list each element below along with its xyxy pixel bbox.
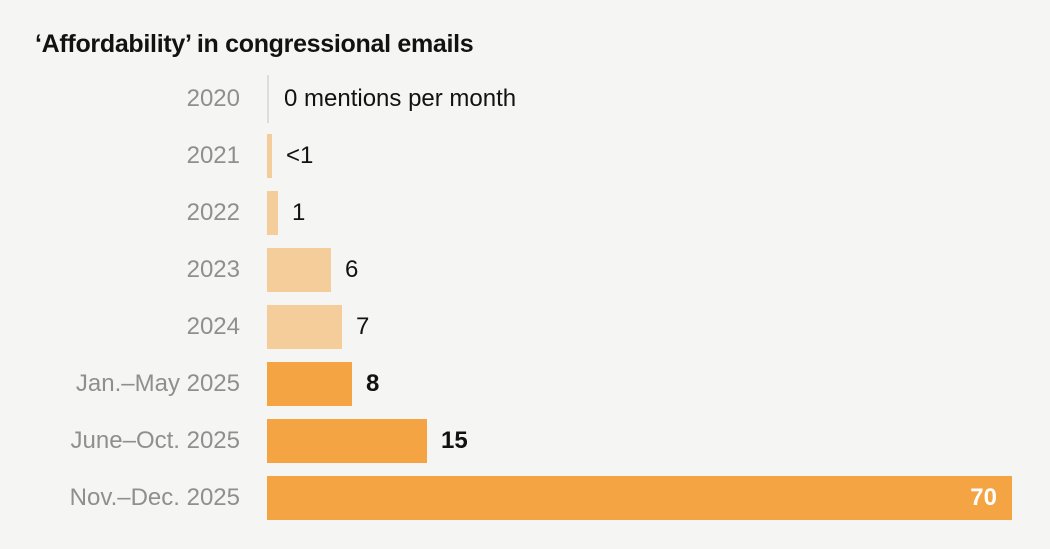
chart-row: 2022 1 bbox=[0, 184, 1050, 241]
bar bbox=[267, 304, 342, 349]
zero-baseline-tick bbox=[267, 74, 269, 123]
row-plot-area: 70 bbox=[267, 469, 1050, 526]
row-plot-area: <1 bbox=[267, 127, 1050, 184]
row-label: 2021 bbox=[186, 141, 240, 169]
chart-row: 2023 6 bbox=[0, 241, 1050, 298]
row-label: Nov.–Dec. 2025 bbox=[69, 483, 240, 511]
chart-row: Jan.–May 2025 8 bbox=[0, 355, 1050, 412]
row-label: 2024 bbox=[186, 312, 240, 340]
value-label: 6 bbox=[345, 255, 359, 283]
value-label: <1 bbox=[286, 141, 314, 169]
value-label: 70 bbox=[970, 483, 997, 511]
row-plot-area: 7 bbox=[267, 298, 1050, 355]
chart-title: ‘Affordability’ in congressional emails bbox=[35, 30, 474, 58]
chart-row: 2020 0 mentions per month bbox=[0, 70, 1050, 127]
row-label: Jan.–May 2025 bbox=[75, 369, 240, 397]
value-label: 7 bbox=[356, 312, 370, 340]
row-plot-area: 0 mentions per month bbox=[267, 70, 1050, 127]
chart-row: 2024 7 bbox=[0, 298, 1050, 355]
bar bbox=[267, 361, 352, 406]
bar bbox=[267, 190, 278, 235]
row-plot-area: 8 bbox=[267, 355, 1050, 412]
chart-row: June–Oct. 2025 15 bbox=[0, 412, 1050, 469]
bar bbox=[267, 133, 272, 178]
bar: 70 bbox=[267, 475, 1012, 520]
chart-row: Nov.–Dec. 2025 70 bbox=[0, 469, 1050, 526]
bar bbox=[267, 247, 331, 292]
value-label: 8 bbox=[366, 369, 380, 397]
bar bbox=[267, 418, 427, 463]
bar-chart: 2020 0 mentions per month 2021 <1 2022 1 2023 6… bbox=[0, 70, 1050, 526]
row-label: June–Oct. 2025 bbox=[70, 426, 240, 454]
row-plot-area: 1 bbox=[267, 184, 1050, 241]
row-plot-area: 15 bbox=[267, 412, 1050, 469]
row-label: 2023 bbox=[186, 255, 240, 283]
row-plot-area: 6 bbox=[267, 241, 1050, 298]
value-label: 15 bbox=[441, 426, 468, 454]
value-label: 1 bbox=[292, 198, 306, 226]
row-label: 2020 bbox=[186, 84, 240, 112]
chart-row: 2021 <1 bbox=[0, 127, 1050, 184]
row-label: 2022 bbox=[186, 198, 240, 226]
unit-annotation: 0 mentions per month bbox=[284, 84, 517, 112]
